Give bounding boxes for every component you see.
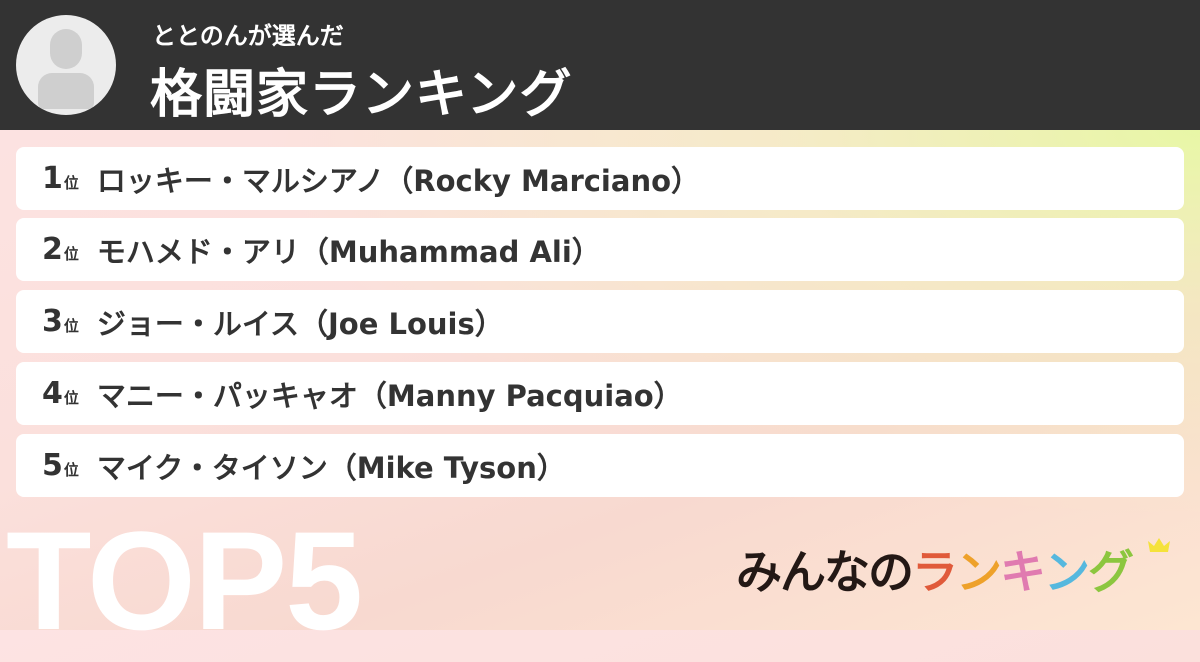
ranking-item[interactable]: 4位 マニー・パッキャオ（Manny Pacquiao） xyxy=(16,362,1184,425)
logo-char: み xyxy=(736,545,782,599)
fighter-name: ジョー・ルイス（Joe Louis） xyxy=(96,306,504,341)
ranking-item[interactable]: 2位 モハメド・アリ（Muhammad Ali） xyxy=(16,218,1184,281)
site-logo: みんなのランキング xyxy=(736,536,1134,602)
avatar xyxy=(16,15,116,115)
fighter-name: モハメド・アリ（Muhammad Ali） xyxy=(96,234,601,269)
rank-number: 5位 xyxy=(42,448,79,483)
top5-badge: TOP5 xyxy=(6,502,363,659)
logo-char: ン xyxy=(956,545,1002,599)
logo-char: ん xyxy=(780,545,826,599)
crown-icon xyxy=(1148,538,1170,552)
logo-char: な xyxy=(824,545,870,599)
header: ととのんが選んだ 格闘家ランキング xyxy=(0,0,1200,130)
user-silhouette-icon xyxy=(50,29,82,69)
logo-char: グ xyxy=(1088,545,1134,599)
user-silhouette-body xyxy=(38,73,94,109)
fighter-name: ロッキー・マルシアノ（Rocky Marciano） xyxy=(96,163,701,198)
rank-number: 2位 xyxy=(42,232,79,267)
logo-char: の xyxy=(868,545,914,599)
ranking-item[interactable]: 5位 マイク・タイソン（Mike Tyson） xyxy=(16,434,1184,497)
logo-char: ン xyxy=(1044,545,1090,599)
rank-number: 4位 xyxy=(42,376,79,411)
header-subtitle: ととのんが選んだ xyxy=(152,22,344,50)
ranking-item[interactable]: 1位 ロッキー・マルシアノ（Rocky Marciano） xyxy=(16,147,1184,210)
fighter-name: マイク・タイソン（Mike Tyson） xyxy=(96,450,566,485)
logo-char: ラ xyxy=(912,545,958,599)
logo-char: キ xyxy=(1000,545,1046,599)
ranking-item[interactable]: 3位 ジョー・ルイス（Joe Louis） xyxy=(16,290,1184,353)
fighter-name: マニー・パッキャオ（Manny Pacquiao） xyxy=(96,378,683,413)
rank-number: 1位 xyxy=(42,161,79,196)
rank-number: 3位 xyxy=(42,304,79,339)
page-title: 格闘家ランキング xyxy=(150,65,573,125)
